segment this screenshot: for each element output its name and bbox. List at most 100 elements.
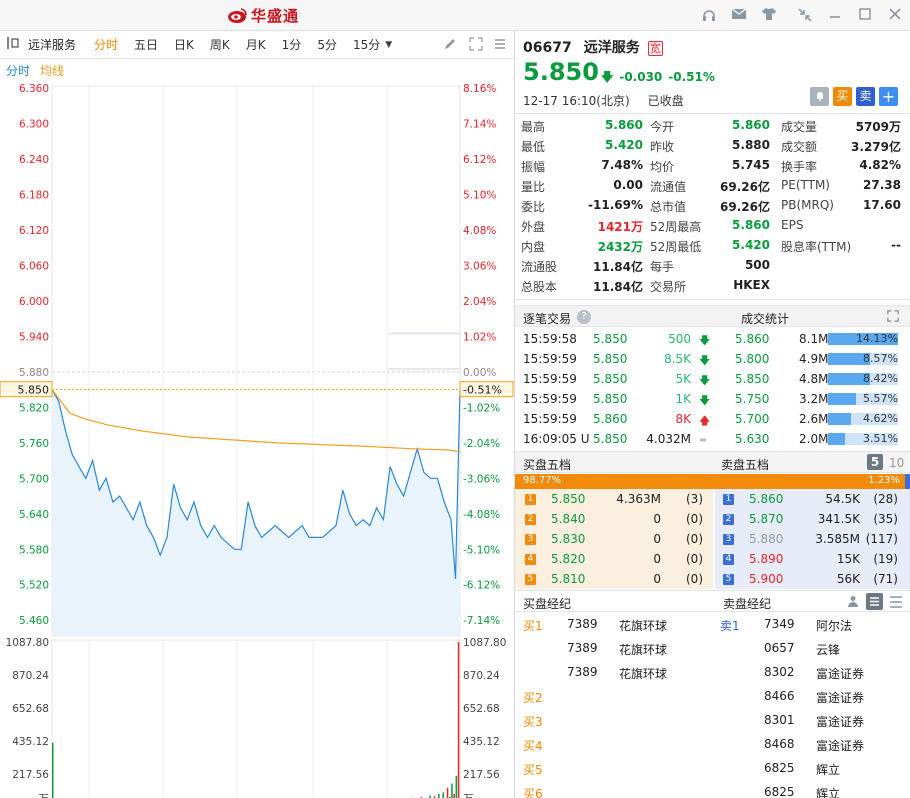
levels-5-button[interactable]: 5 bbox=[867, 454, 883, 470]
expand-stats-icon[interactable] bbox=[887, 310, 899, 325]
stats-row: 最高 5.860 今开 5.860 成交量 5709万 bbox=[515, 115, 910, 135]
volume-stat-row: 5.750 3.2M 5.57% bbox=[725, 389, 910, 409]
tab-month-k[interactable]: 月K bbox=[245, 38, 266, 52]
tab-day-k[interactable]: 日K bbox=[174, 38, 194, 52]
stat-label: 总市值 bbox=[650, 200, 687, 214]
volume-stat-row: 5.850 4.8M 8.42% bbox=[725, 369, 910, 389]
price-change: 🡇 -0.030 -0.51% bbox=[601, 68, 721, 89]
add-watchlist-button[interactable]: + bbox=[879, 87, 898, 106]
tab-15min[interactable]: 15分 bbox=[352, 38, 381, 52]
stats-row: 委比 -11.69% 总市值 69.26亿 PB(MRQ) 17.60 bbox=[515, 195, 910, 215]
ask-level[interactable]: 1 5.860 54.5K (28) bbox=[715, 489, 910, 509]
list-view-icon[interactable] bbox=[866, 593, 883, 610]
shrink-icon[interactable] bbox=[796, 7, 814, 23]
stat-value: 4.82% bbox=[859, 158, 901, 172]
ask-broker-row[interactable]: 卖1 7349 阿尔法 bbox=[715, 613, 910, 637]
headset-icon[interactable] bbox=[700, 7, 718, 23]
ask-broker-name: 辉立 bbox=[816, 787, 841, 798]
maximize-icon[interactable] bbox=[856, 7, 874, 23]
ask-price: 5.900 bbox=[749, 572, 784, 586]
ask-level[interactable]: 5 5.900 56K (71) bbox=[715, 569, 910, 589]
sell-button[interactable]: 卖 bbox=[856, 87, 875, 106]
bid-broker-row[interactable]: 买4 bbox=[515, 733, 715, 757]
list-icon[interactable] bbox=[492, 37, 508, 53]
ask-ratio-fill bbox=[905, 474, 910, 489]
expand-icon[interactable] bbox=[468, 37, 484, 53]
skin-icon[interactable] bbox=[760, 7, 778, 23]
ask-broker-name: 云锋 bbox=[816, 643, 841, 657]
minimize-icon[interactable] bbox=[826, 7, 844, 23]
ask-volume: 54.5K bbox=[825, 492, 860, 506]
tab-time-share[interactable]: 分时 bbox=[94, 38, 119, 52]
bid-broker-row[interactable]: 买2 bbox=[515, 685, 715, 709]
bid-broker-row[interactable]: 买3 bbox=[515, 709, 715, 733]
volume-tick-label: 435.12 bbox=[463, 736, 500, 748]
trade-volume: 4.032M bbox=[646, 432, 691, 446]
stat-label: 委比 bbox=[521, 200, 546, 214]
mail-icon[interactable] bbox=[730, 7, 748, 23]
ask-count: (35) bbox=[873, 512, 898, 526]
ask-broker-name: 富途证券 bbox=[816, 691, 865, 705]
pct-tick-label: 4.08% bbox=[463, 225, 496, 237]
bid-broker-name: 花旗环球 bbox=[619, 643, 668, 657]
chevron-down-icon[interactable]: ▼ bbox=[385, 39, 393, 50]
tab-week-k[interactable]: 周K bbox=[209, 38, 230, 52]
alert-bell-icon[interactable] bbox=[810, 87, 829, 106]
buy-button[interactable]: 买 bbox=[833, 87, 852, 106]
ask-book-title: 卖盘五档 bbox=[721, 458, 770, 472]
ask-broker-row[interactable]: 8302 富途证券 bbox=[715, 661, 910, 685]
pct-tick-label: -5.10% bbox=[463, 544, 500, 556]
bid-broker-title: 买盘经纪 bbox=[523, 597, 572, 611]
stat-label: 均价 bbox=[650, 160, 675, 174]
ask-broker-row[interactable]: 6825 辉立 bbox=[715, 781, 910, 798]
stock-code: 06677 bbox=[523, 40, 572, 56]
dash-icon: ▬ bbox=[699, 435, 707, 444]
ask-level[interactable]: 2 5.870 341.5K (35) bbox=[715, 509, 910, 529]
bid-broker-row[interactable]: 买5 bbox=[515, 757, 715, 781]
tab-1min[interactable]: 1分 bbox=[281, 38, 302, 52]
bid-level[interactable]: 1 5.850 4.363M (3) bbox=[515, 489, 713, 509]
pen-icon[interactable] bbox=[442, 37, 458, 53]
bid-broker-row[interactable]: 7389 花旗环球 bbox=[515, 661, 715, 685]
trade-volume: 8.5K bbox=[664, 352, 691, 366]
bid-level[interactable]: 3 5.830 0 (0) bbox=[515, 529, 713, 549]
ask-broker-row[interactable]: 8301 富途证券 bbox=[715, 709, 910, 733]
bid-level[interactable]: 4 5.820 0 (0) bbox=[515, 549, 713, 569]
help-icon[interactable]: ? bbox=[577, 310, 591, 324]
ask-broker-row[interactable]: 0657 云锋 bbox=[715, 637, 910, 661]
trade-time: 16:09:05 U bbox=[523, 432, 590, 446]
ask-broker-code: 8302 bbox=[764, 665, 795, 679]
volume-tick-label: 217.56 bbox=[463, 769, 500, 781]
bid-level[interactable]: 5 5.810 0 (0) bbox=[515, 569, 713, 589]
tab-5min[interactable]: 5分 bbox=[317, 38, 337, 52]
chart-legend: 分时 均线 bbox=[6, 62, 74, 79]
ask-broker-row[interactable]: 8468 富途证券 bbox=[715, 733, 910, 757]
bid-broker-name: 花旗环球 bbox=[619, 619, 668, 633]
pct-tick-label: 1.02% bbox=[463, 331, 496, 343]
stat-label: 最高 bbox=[521, 120, 546, 134]
bid-broker-row[interactable]: 7389 花旗环球 bbox=[515, 637, 715, 661]
bid-broker-level: 买4 bbox=[523, 739, 543, 753]
volume-bar bbox=[446, 787, 449, 798]
bid-broker-row[interactable]: 买1 7389 花旗环球 bbox=[515, 613, 715, 637]
quote-time: 16:10(北京) bbox=[561, 94, 630, 108]
ask-level[interactable]: 3 5.880 3.585M (117) bbox=[715, 529, 910, 549]
person-icon[interactable] bbox=[847, 595, 859, 610]
ask-broker-row[interactable]: 6825 辉立 bbox=[715, 757, 910, 781]
current-price-label: 5.850 bbox=[18, 384, 50, 397]
intraday-chart[interactable]: 9:3010:0011:0013:0014:0015:0016:006.3608… bbox=[0, 78, 515, 798]
volume-tick-label: 217.56 bbox=[12, 769, 49, 781]
volume-stat-price: 5.800 bbox=[735, 352, 770, 366]
bid-broker-row[interactable]: 买6 bbox=[515, 781, 715, 798]
sidebar-toggle-icon[interactable] bbox=[6, 36, 22, 54]
bid-level[interactable]: 2 5.840 0 (0) bbox=[515, 509, 713, 529]
levels-10-button[interactable]: 10 bbox=[889, 456, 905, 470]
arrow-up-icon: 🡅 bbox=[699, 414, 711, 427]
grid-view-icon[interactable] bbox=[889, 595, 903, 612]
ask-broker-row[interactable]: 8466 富途证券 bbox=[715, 685, 910, 709]
close-icon[interactable] bbox=[886, 7, 904, 23]
tab-five-day[interactable]: 五日 bbox=[134, 38, 159, 52]
trade-time: 15:59:58 bbox=[523, 332, 577, 346]
ask-level[interactable]: 4 5.890 15K (19) bbox=[715, 549, 910, 569]
pct-tick-label: -7.14% bbox=[463, 615, 500, 627]
